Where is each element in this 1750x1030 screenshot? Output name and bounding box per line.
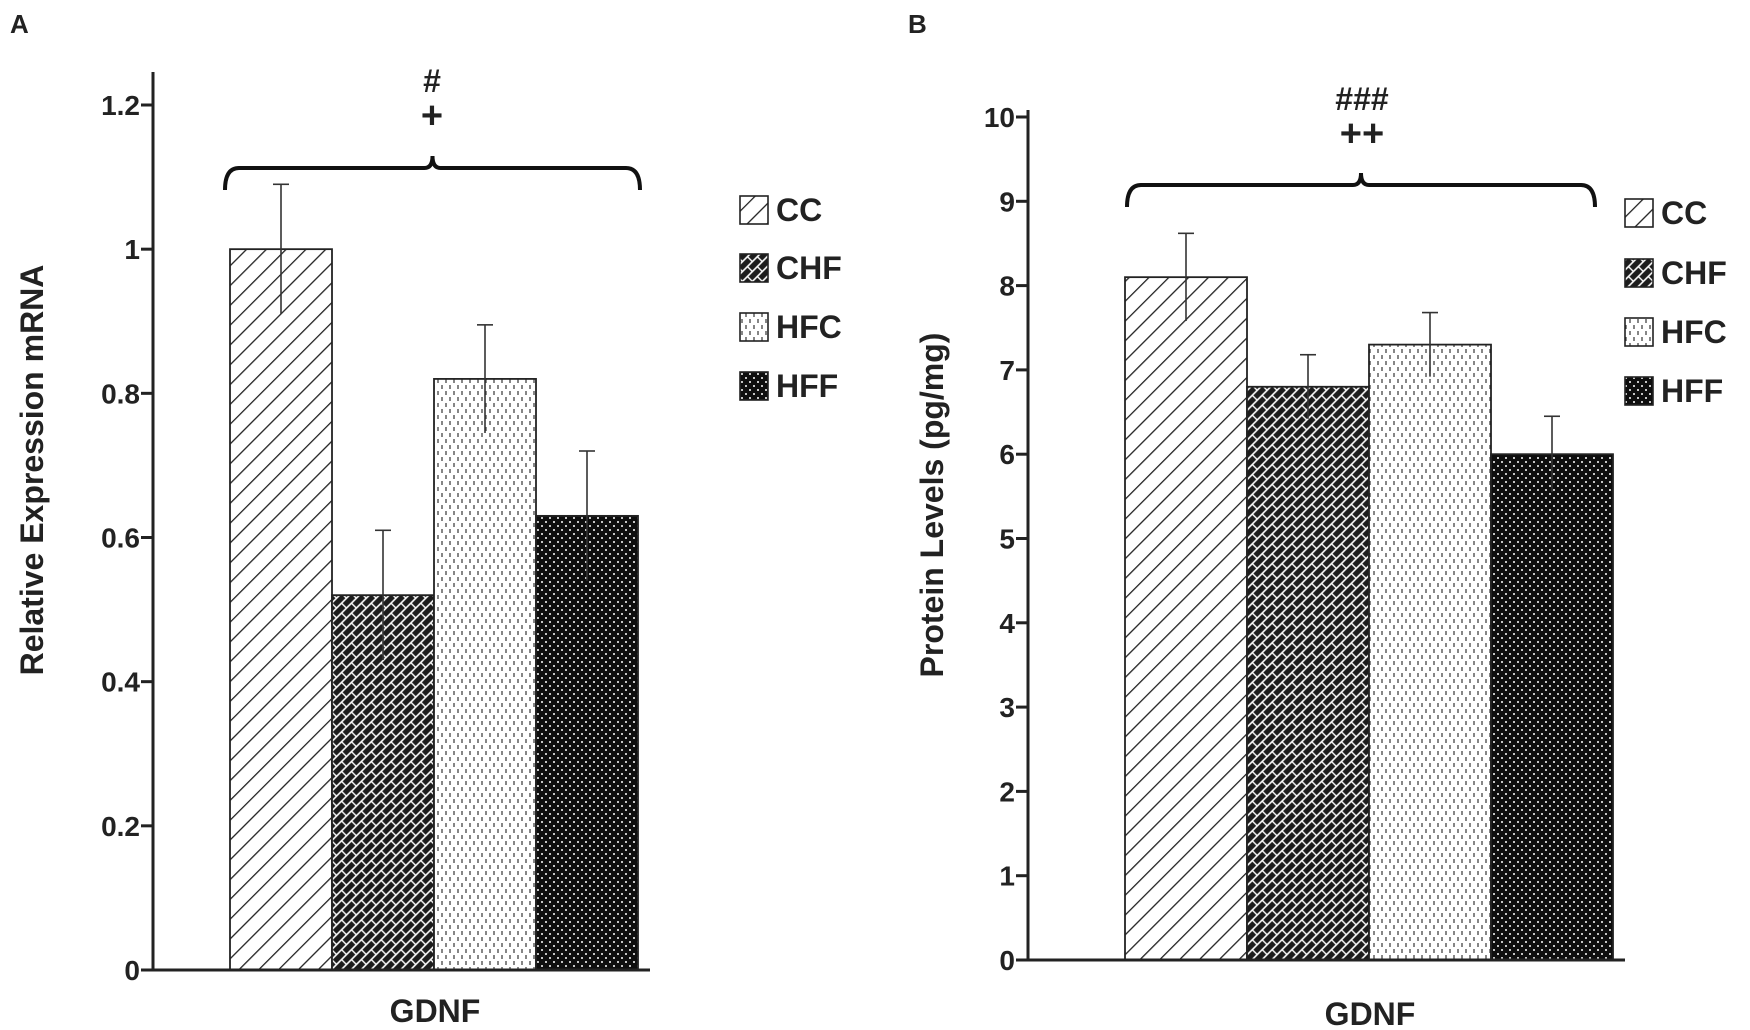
panel-a: A 0 0.2 0.4 0.6 0.8 1 1.2 Relative Expression m… (10, 9, 842, 1029)
y-tick-label: 7 (999, 355, 1015, 386)
annotation-plus: + (421, 95, 443, 137)
y-tick-label: 0 (124, 955, 140, 986)
significance-bracket (223, 155, 642, 191)
bar-hff (535, 514, 639, 971)
y-tick-label: 2 (999, 776, 1015, 807)
legend-swatch (739, 253, 769, 283)
legend-label: CHF (1661, 255, 1727, 291)
legend-label: HFF (776, 368, 838, 404)
bar-hfc (433, 378, 537, 971)
significance-bracket (1125, 172, 1597, 208)
y-tick-label: 3 (999, 692, 1015, 723)
bar-cc (1124, 276, 1248, 961)
x-axis-label: GDNF (1325, 996, 1416, 1030)
y-axis-label: Protein Levels (pg/mg) (914, 333, 950, 678)
legend-swatch (1624, 258, 1654, 288)
bar-chf (1246, 385, 1370, 961)
legend-label: HFF (1661, 373, 1723, 409)
legend-swatch (739, 371, 769, 401)
panel-label: A (10, 9, 29, 39)
y-tick-label: 0.4 (101, 667, 140, 698)
legend-label: HFC (776, 309, 842, 345)
y-axis-label: Relative Expression mRNA (14, 265, 50, 676)
annotation-hash: # (423, 63, 441, 99)
legend-label: CC (776, 192, 822, 228)
y-tick-label: 4 (999, 608, 1015, 639)
bar-hff (1490, 453, 1614, 961)
x-axis-label: GDNF (390, 993, 481, 1029)
legend-swatch (739, 312, 769, 342)
y-tick-label: 1.2 (101, 90, 140, 121)
y-tick-label: 6 (999, 439, 1015, 470)
y-tick-label: 0 (999, 945, 1015, 976)
y-tick-label: 10 (984, 102, 1015, 133)
panel-label: B (908, 9, 927, 39)
legend-label: HFC (1661, 314, 1727, 350)
bar-cc (229, 248, 333, 971)
annotation-hash: ### (1335, 81, 1389, 117)
y-tick-label: 8 (999, 271, 1015, 302)
legend-swatch (1624, 376, 1654, 406)
y-tick-label: 9 (999, 186, 1015, 217)
legend-swatch (1624, 317, 1654, 347)
legend-swatch (1624, 198, 1654, 228)
legend-label: CC (1661, 195, 1707, 231)
bar-hfc (1368, 343, 1492, 961)
legend-swatch (739, 195, 769, 225)
y-tick-label: 5 (999, 524, 1015, 555)
y-tick-label: 1 (124, 234, 140, 265)
annotation-plus: ++ (1340, 113, 1384, 155)
panel-b: B 0 1 2 3 4 5 6 7 8 9 10 Protein Levels (pg/mg) GDNF… (908, 9, 1727, 1030)
y-tick-label: 0.6 (101, 523, 140, 554)
y-tick-label: 0.8 (101, 378, 140, 409)
y-tick-label: 1 (999, 861, 1015, 892)
legend-label: CHF (776, 250, 842, 286)
y-tick-label: 0.2 (101, 811, 140, 842)
